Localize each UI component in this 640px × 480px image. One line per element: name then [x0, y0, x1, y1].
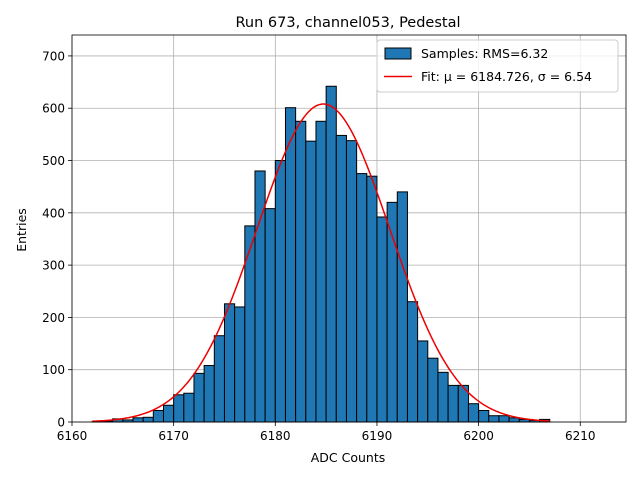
- x-tick-label: 6170: [158, 429, 189, 443]
- histogram-bar: [142, 416, 154, 423]
- y-tick-label: 100: [42, 363, 65, 377]
- y-tick-label: 0: [57, 416, 65, 430]
- histogram-bar: [244, 225, 256, 423]
- histogram-bar: [447, 384, 459, 423]
- histogram-bar: [305, 140, 317, 423]
- legend-fit-label: Fit: μ = 6184.726, σ = 6.54: [421, 69, 592, 84]
- x-tick-label: 6210: [565, 429, 596, 443]
- histogram-bar: [213, 335, 225, 423]
- histogram-bar: [132, 417, 144, 423]
- x-tick-label: 6190: [362, 429, 393, 443]
- histogram-bar: [417, 340, 429, 423]
- histogram-bar: [356, 173, 368, 423]
- histogram-bar: [223, 303, 236, 423]
- histogram-bar: [376, 216, 388, 423]
- histogram-bar: [203, 365, 215, 423]
- y-axis-ticks: 0 100 200 300 400 500 600 700: [42, 49, 72, 430]
- plot-frame: [71, 34, 627, 423]
- histogram-bar: [366, 175, 378, 423]
- y-tick-label: 500: [42, 154, 65, 168]
- legend-histogram-swatch: [384, 47, 412, 60]
- histogram-bar: [234, 306, 246, 423]
- legend-histogram-label: Samples: RMS=6.32: [421, 46, 548, 61]
- histogram-bar: [345, 140, 358, 423]
- y-tick-label: 700: [42, 49, 65, 63]
- histogram-bar: [264, 208, 276, 423]
- histogram-bar: [193, 372, 205, 423]
- histogram-bar: [183, 392, 195, 423]
- histogram-bars: [91, 85, 551, 423]
- y-axis-label: Entries: [14, 208, 29, 252]
- chart-title: Run 673, channel053, Pedestal: [235, 15, 460, 31]
- histogram-bar: [508, 417, 520, 423]
- gaussian-fit-curve: [92, 103, 550, 422]
- histogram-bar: [335, 134, 347, 423]
- histogram-bar: [467, 403, 480, 423]
- histogram-bar: [437, 371, 449, 423]
- histogram-bar: [152, 409, 164, 423]
- y-tick-label: 600: [42, 102, 65, 116]
- x-axis-ticks: 6160 6170 6180 6190 6200 6210: [57, 422, 596, 443]
- histogram-bar: [396, 191, 408, 423]
- legend: Samples: RMS=6.32 Fit: μ = 6184.726, σ =…: [376, 39, 619, 93]
- histogram-bar: [315, 120, 327, 423]
- histogram-bar: [274, 160, 286, 423]
- histogram-bar: [325, 85, 337, 423]
- histogram-bar: [173, 394, 185, 423]
- x-tick-label: 6200: [463, 429, 494, 443]
- y-tick-label: 200: [42, 311, 65, 325]
- histogram-bar: [162, 404, 175, 423]
- x-axis-label: ADC Counts: [311, 450, 386, 465]
- histogram-bar: [427, 357, 439, 423]
- legend-box: [376, 39, 619, 93]
- histogram-bar: [406, 301, 419, 423]
- x-tick-label: 6160: [57, 429, 88, 443]
- histogram-bar: [295, 120, 307, 423]
- histogram-bar: [498, 415, 510, 423]
- histogram-bar: [478, 409, 490, 423]
- x-tick-label: 6180: [260, 429, 291, 443]
- y-tick-label: 300: [42, 259, 65, 273]
- y-tick-label: 400: [42, 206, 65, 220]
- histogram-bar: [284, 107, 297, 423]
- histogram-bar: [488, 415, 500, 423]
